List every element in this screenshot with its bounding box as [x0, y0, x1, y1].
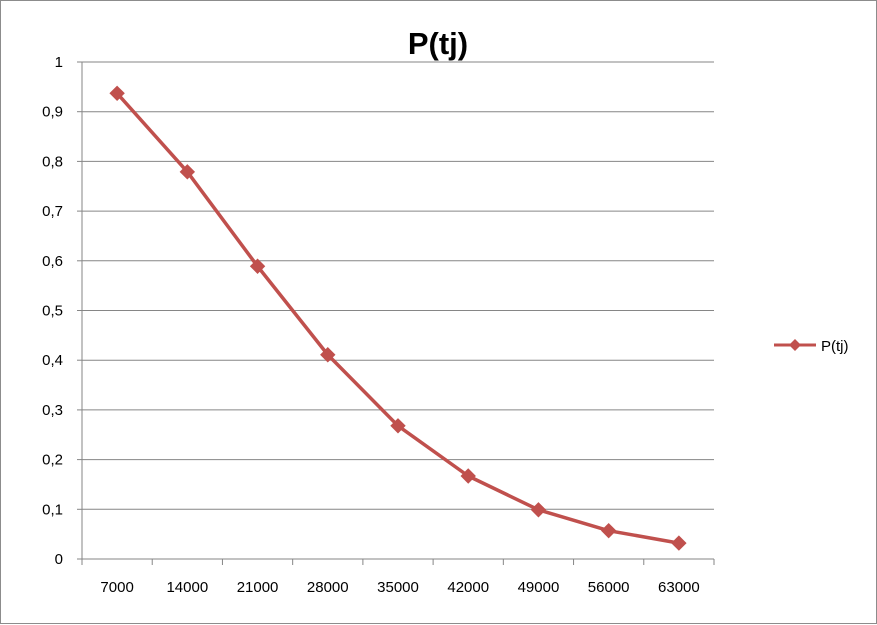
legend-marker	[789, 339, 801, 351]
series-line	[115, 91, 681, 545]
y-tick-labels: 0 0,1 0,2 0,3 0,4 0,5 0,6 0,7 0,8 0,9 1	[42, 54, 63, 568]
data-point-marker	[109, 85, 125, 102]
data-point-marker	[320, 347, 336, 363]
y-tick-label: 1	[55, 54, 63, 71]
data-point-marker	[249, 258, 266, 274]
series-layer	[109, 85, 687, 551]
y-tick-label: 0,9	[42, 104, 63, 121]
legend-label: P(tj)	[821, 338, 849, 355]
legend: P(tj)	[774, 338, 849, 355]
x-tick-label: 28000	[307, 579, 349, 596]
gridlines	[82, 61, 714, 510]
x-tick-label: 21000	[237, 579, 279, 596]
y-tick-label: 0,2	[42, 452, 63, 469]
y-tick-label: 0,7	[42, 203, 63, 220]
data-point-marker	[390, 418, 406, 434]
y-tick-label: 0	[55, 551, 63, 568]
x-tick-label: 56000	[588, 579, 630, 596]
x-tick-label: 35000	[377, 579, 419, 596]
data-point-marker	[460, 468, 476, 484]
y-tick-label: 0,5	[42, 303, 63, 320]
data-point-marker	[600, 522, 617, 539]
y-tick-label: 0,6	[42, 253, 63, 270]
x-tick-label: 49000	[518, 579, 560, 596]
chart-title: P(tj)	[408, 26, 468, 61]
y-tick-label: 0,4	[42, 352, 63, 369]
x-tick-labels: 7000 14000 21000 28000 35000 42000 49000 56000 6…	[100, 579, 699, 596]
x-tick-label: 14000	[166, 579, 208, 596]
data-point-marker	[530, 502, 547, 518]
x-tick-label: 7000	[100, 579, 133, 596]
y-tick-label: 0,3	[42, 402, 63, 419]
axes	[77, 61, 715, 565]
x-tick-label: 63000	[658, 579, 700, 596]
data-point-marker	[671, 535, 687, 551]
x-tick-label: 42000	[447, 579, 489, 596]
y-tick-label: 0,1	[42, 501, 63, 518]
data-point-marker	[179, 164, 196, 180]
y-tick-label: 0,8	[42, 153, 63, 170]
